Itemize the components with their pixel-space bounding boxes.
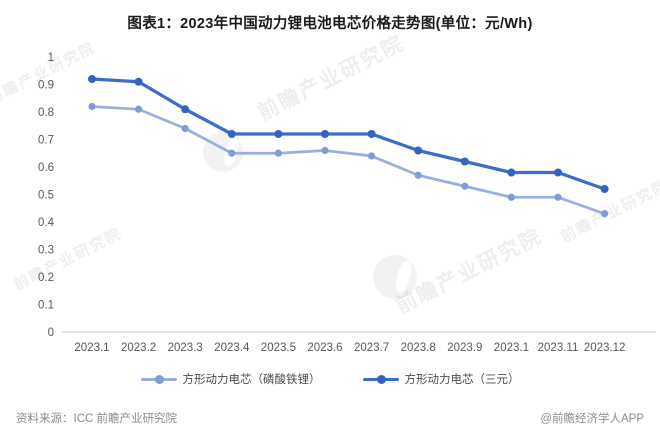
y-axis-tick-label: 0.5 [38, 190, 54, 202]
data-point-marker [368, 152, 376, 160]
x-axis-tick-label: 2023.7 [354, 342, 389, 354]
data-point-marker [274, 149, 282, 157]
x-axis-tick-label: 2023.4 [214, 342, 250, 354]
data-point-marker [227, 130, 236, 138]
data-point-marker [321, 146, 329, 155]
data-point-marker [460, 157, 469, 166]
legend-marker-icon [140, 374, 177, 384]
data-point-marker [554, 168, 562, 177]
legend-marker-icon [362, 374, 399, 384]
data-point-marker [414, 171, 422, 179]
data-point-marker [88, 102, 96, 111]
chart-legend: 方形动力电芯（磷酸铁锂） 方形动力电芯（三元） [0, 368, 660, 390]
y-axis-tick-label: 0.4 [38, 217, 55, 229]
data-point-marker [461, 182, 469, 190]
x-axis-tick-label: 2023.3 [168, 342, 203, 354]
x-axis-tick-label: 2023.1 [74, 342, 109, 354]
data-point-marker [321, 130, 329, 138]
data-point-marker [181, 124, 189, 133]
legend-item: 方形动力电芯（三元） [362, 371, 520, 387]
legend-label: 方形动力电芯（磷酸铁锂） [182, 374, 321, 386]
data-point-marker [88, 75, 96, 83]
data-point-marker [507, 193, 515, 201]
y-axis-tick-label: 0.1 [38, 300, 54, 312]
y-axis-tick-label: 0.6 [38, 162, 54, 174]
source-note: 资料来源：ICC 前瞻产业研究院 [16, 413, 177, 425]
chart-footer: 资料来源：ICC 前瞻产业研究院 @前瞻经济学人APP [0, 410, 660, 426]
x-axis-tick-label: 2023.12 [584, 342, 626, 354]
y-axis-tick-label: 0.7 [38, 135, 54, 147]
x-axis-tick-label: 2023.8 [401, 342, 436, 354]
series-line [90, 77, 607, 191]
data-point-marker [600, 185, 609, 193]
data-point-marker [554, 193, 562, 201]
data-point-marker [181, 105, 190, 114]
x-axis-tick-label: 2023.9 [447, 342, 482, 354]
data-point-marker [601, 210, 609, 218]
x-axis-tick-label: 2023.2 [121, 342, 156, 354]
x-axis-tick-label: 2023.6 [307, 342, 342, 354]
series-line [90, 105, 606, 216]
y-axis-tick-label: 0.8 [38, 107, 54, 119]
line-chart: 0 0.1 0.2 0.3 0.4 0.5 0.6 0.7 0.8 0.9 1 2023.1 2023.… [38, 52, 656, 354]
data-point-marker [135, 105, 143, 113]
data-point-marker [274, 130, 283, 138]
x-axis-tick-label: 2023.5 [261, 342, 296, 354]
y-axis-tick-label: 0.2 [38, 272, 54, 284]
data-point-marker [507, 168, 516, 177]
credit-note: @前瞻经济学人APP [540, 413, 644, 425]
x-axis-tick-label: 2023.1 [494, 342, 529, 354]
legend-label: 方形动力电芯（三元） [404, 374, 520, 386]
data-point-marker [228, 149, 236, 157]
data-point-marker [367, 130, 376, 138]
y-axis-tick-label: 0.3 [38, 245, 54, 257]
x-axis-tick-label: 2023.11 [538, 342, 579, 354]
legend-item: 方形动力电芯（磷酸铁锂） [140, 371, 321, 387]
y-axis-tick-label: 1 [48, 52, 54, 64]
chart-title: 图表1：2023年中国动力锂电池电芯价格走势图(单位：元/Wh) [127, 16, 533, 32]
data-point-marker [414, 146, 423, 155]
data-point-marker [134, 77, 143, 86]
y-axis-tick-label: 0 [48, 327, 54, 339]
y-axis-tick-label: 0.9 [38, 80, 54, 92]
